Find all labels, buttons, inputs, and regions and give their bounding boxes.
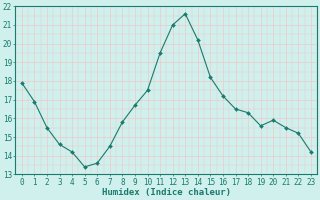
X-axis label: Humidex (Indice chaleur): Humidex (Indice chaleur) (102, 188, 231, 197)
